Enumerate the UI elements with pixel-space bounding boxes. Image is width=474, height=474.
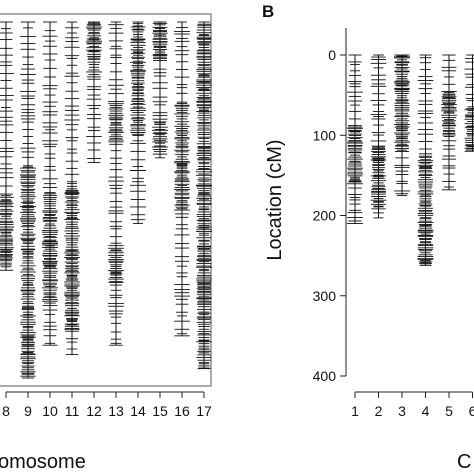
panel-b-y-axis: 0 100 200 300 400 [313, 47, 346, 384]
x-tick-label-3: 3 [398, 403, 406, 419]
x-tick-label-12: 12 [86, 403, 102, 419]
x-tick-label-14: 14 [130, 403, 146, 419]
x-tick-label-6: 6 [469, 403, 474, 419]
y-tick-label-100: 100 [313, 127, 337, 143]
x-tick-label-17: 17 [196, 403, 212, 419]
panel-a-marks [0, 21, 213, 379]
x-tick-label-11: 11 [65, 403, 80, 419]
x-tick-label-9: 9 [24, 403, 32, 419]
panel-a-frame [0, 13, 212, 387]
x-tick-label-8: 8 [2, 403, 10, 419]
x-tick-label-13: 13 [108, 403, 124, 419]
panel-b-label: B [262, 2, 274, 21]
y-tick-label-0: 0 [328, 47, 336, 63]
x-tick-label-15: 15 [152, 403, 168, 419]
panel-b-x-axis-label: C [457, 451, 471, 473]
y-tick-label-300: 300 [313, 288, 337, 304]
y-tick-label-400: 400 [313, 368, 337, 384]
panel-a-x-axis: 8 9 10 11 12 13 14 15 16 17 [2, 391, 212, 419]
panel-b-y-axis-label: Location (cM) [264, 139, 286, 260]
x-tick-label-16: 16 [174, 403, 190, 419]
x-tick-label-5: 5 [445, 403, 453, 419]
panel-a-x-axis-label: omosome [0, 451, 86, 473]
panel-b-marks [346, 54, 474, 266]
x-tick-label-1: 1 [351, 403, 359, 419]
x-tick-label-10: 10 [42, 403, 58, 419]
x-tick-label-2: 2 [375, 403, 383, 419]
y-tick-label-200: 200 [313, 208, 337, 224]
x-tick-label-4: 4 [422, 403, 430, 419]
